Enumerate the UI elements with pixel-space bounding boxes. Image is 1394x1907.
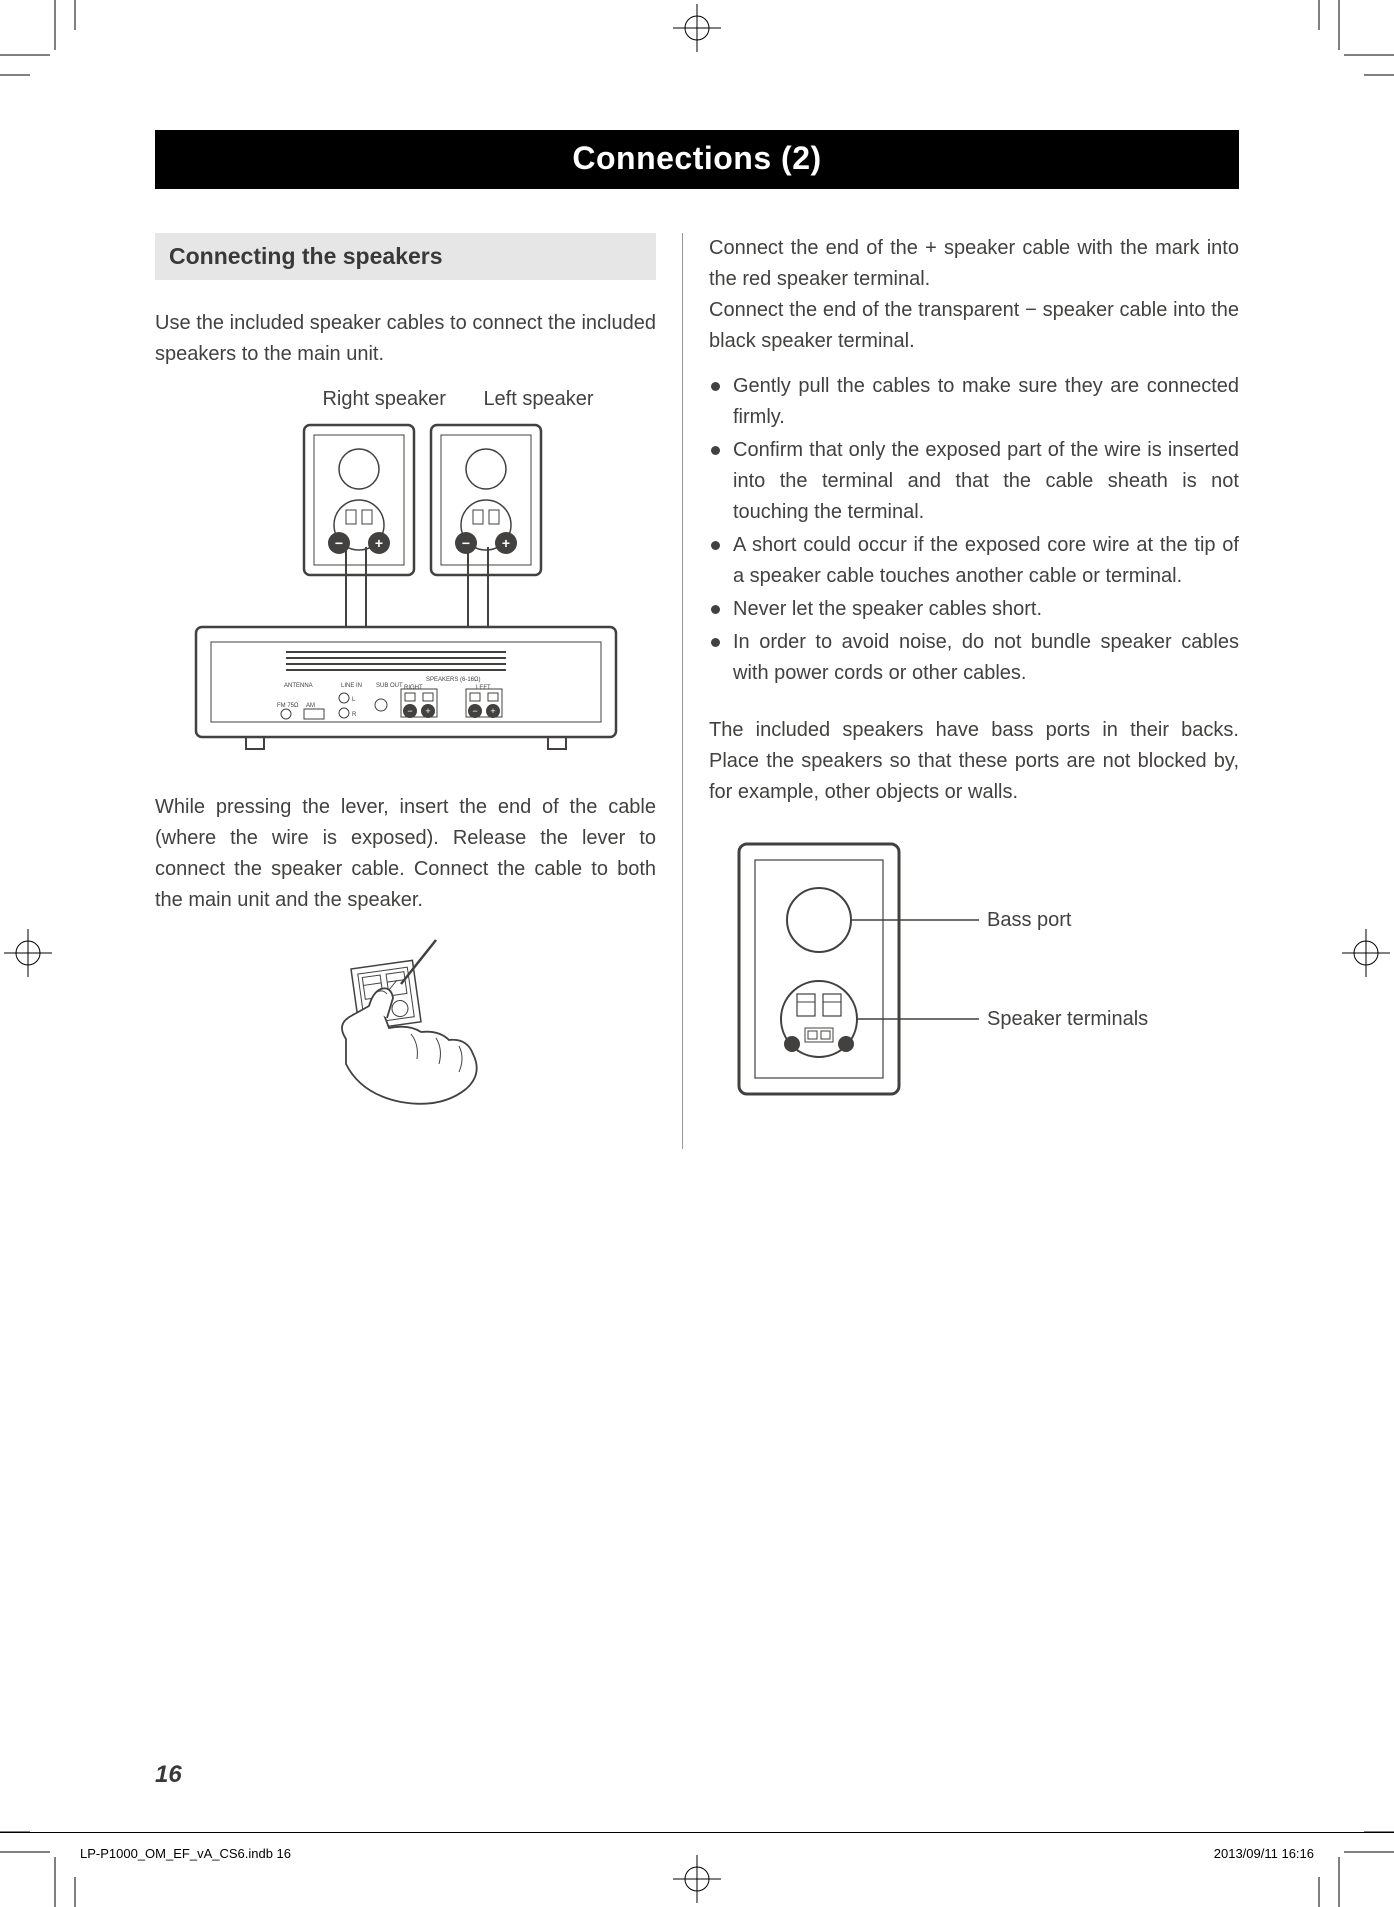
section-header: Connecting the speakers [155,233,656,280]
svg-text:R: R [352,712,357,718]
svg-text:+: + [501,535,509,551]
bullet-item: Gently pull the cables to make sure they… [733,371,1239,433]
svg-text:SUB OUT: SUB OUT [376,683,403,689]
svg-text:FM 75Ω: FM 75Ω [277,703,299,709]
svg-text:+: + [490,706,495,716]
svg-text:−: − [407,706,412,716]
precautions-list: Gently pull the cables to make sure they… [709,371,1239,689]
lever-press-diagram [155,934,656,1119]
svg-text:SPEAKERS (6-16Ω): SPEAKERS (6-16Ω) [426,677,481,683]
footer-timestamp: 2013/09/11 16:16 [1214,1846,1314,1861]
minus-cable-paragraph: Connect the end of the transparent − spe… [709,295,1239,357]
two-column-layout: Connecting the speakers Use the included… [155,233,1239,1149]
svg-text:RIGHT: RIGHT [404,685,423,691]
svg-text:Bass port: Bass port [987,909,1072,931]
svg-text:−: − [334,535,342,551]
chapter-header: Connections (2) [155,130,1239,189]
speaker-connection-diagram: Right speaker Left speaker − + [155,388,656,762]
svg-text:+: + [425,706,430,716]
left-column: Connecting the speakers Use the included… [155,233,682,1149]
svg-text:−: − [472,706,477,716]
right-column: Connect the end of the + speaker cable w… [682,233,1239,1149]
bullet-item: Confirm that only the exposed part of th… [733,435,1239,528]
svg-text:AM: AM [306,703,315,709]
connection-diagram-svg: − + − + [166,417,646,757]
bass-port-paragraph: The included speakers have bass ports in… [709,715,1239,808]
svg-text:+: + [374,535,382,551]
bullet-item: Never let the speaker cables short. [733,594,1239,625]
svg-text:ANTENNA: ANTENNA [284,683,313,689]
left-speaker-label: Left speaker [483,388,593,411]
footer-rule [0,1832,1394,1833]
bullet-item: In order to avoid noise, do not bundle s… [733,627,1239,689]
lever-instruction-paragraph: While pressing the lever, insert the end… [155,792,656,916]
svg-text:Speaker terminals: Speaker terminals [987,1008,1148,1030]
bass-port-diagram: Bass port Speaker terminals [729,834,1239,1119]
svg-text:LEFT: LEFT [476,685,491,691]
bullet-item: A short could occur if the exposed core … [733,530,1239,592]
footer-filename: LP-P1000_OM_EF_vA_CS6.indb 16 [80,1846,291,1861]
plus-cable-paragraph: Connect the end of the + speaker cable w… [709,233,1239,295]
right-speaker-label: Right speaker [322,388,445,411]
page-number: 16 [155,1761,182,1789]
intro-paragraph: Use the included speaker cables to conne… [155,308,656,370]
svg-text:LINE IN: LINE IN [341,683,362,689]
page-content: Connections (2) Connecting the speakers … [155,130,1239,1149]
